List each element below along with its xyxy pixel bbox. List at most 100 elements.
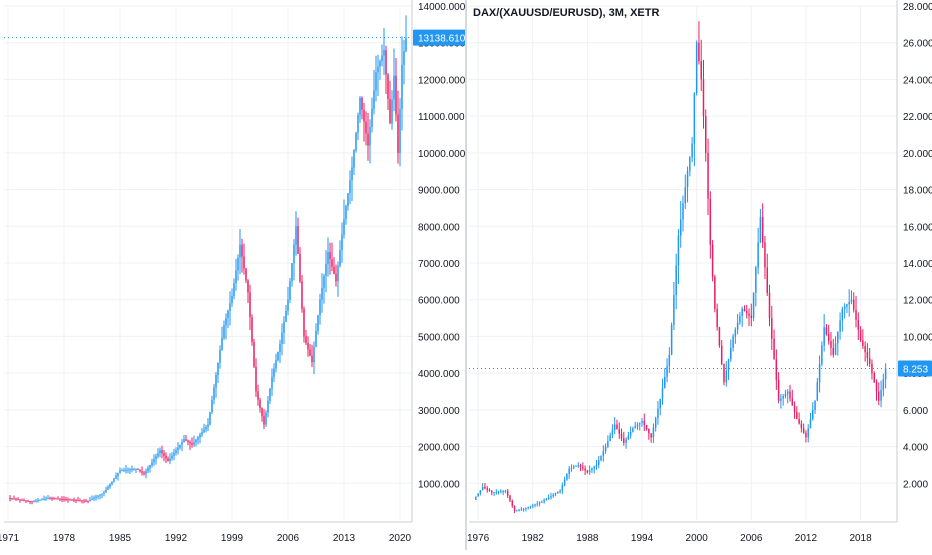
candles-group: [9, 15, 407, 505]
candle-body: [481, 486, 484, 491]
y-tick-label: 26.000: [903, 39, 932, 50]
candle-body: [841, 308, 844, 321]
candle-body: [205, 427, 207, 430]
candle-body: [709, 198, 712, 245]
candle-body: [780, 398, 782, 401]
candle-body: [219, 350, 221, 363]
candle-body: [752, 292, 755, 319]
candle-body: [399, 108, 401, 153]
candle-body: [561, 485, 564, 491]
candle-body: [814, 400, 816, 410]
candle-body: [9, 497, 11, 499]
candle-body: [261, 408, 263, 417]
candle-body: [823, 327, 825, 346]
candle-body: [668, 354, 671, 366]
candle-body: [283, 321, 285, 333]
left-chart-pane[interactable]: 1000.000 2000.000 3000.000 4000.000 5000.000…: [0, 0, 466, 550]
candle-body: [389, 99, 391, 124]
candle-body: [652, 427, 655, 438]
candle-body: [353, 150, 355, 168]
candle-body: [387, 74, 389, 100]
candle-body: [377, 66, 379, 73]
candle-body: [55, 498, 57, 500]
candle-body: [297, 226, 299, 254]
y-tick-label: 8000.000: [418, 222, 460, 233]
candle-body: [33, 501, 35, 503]
candle-body: [337, 265, 339, 282]
candle-body: [497, 491, 500, 493]
candle-body: [269, 388, 271, 401]
candle-body: [538, 502, 541, 504]
candle-body: [61, 498, 63, 500]
right-chart-pane[interactable]: 2.0004.0006.0008.00010.00012.00014.00016…: [467, 0, 932, 550]
candle-body: [598, 460, 600, 465]
candle-body: [211, 399, 213, 413]
candle-body: [395, 75, 397, 115]
candle-body: [21, 499, 23, 501]
candle-body: [882, 379, 885, 390]
candle-body: [522, 508, 525, 510]
candle-body: [506, 490, 509, 496]
candle-body: [111, 481, 113, 485]
candle-body: [609, 435, 611, 442]
dax-price-chart[interactable]: 1000.000 2000.000 3000.000 4000.000 5000.000…: [0, 0, 466, 550]
pane-divider[interactable]: [465, 0, 467, 550]
candle-body: [223, 325, 225, 338]
candle-body: [35, 500, 37, 502]
candle-body: [743, 308, 746, 312]
candle-body: [329, 251, 331, 260]
candle-body: [147, 468, 149, 472]
candle-body: [802, 428, 805, 433]
candle-body: [191, 443, 193, 445]
dax-gold-ratio-chart[interactable]: 2.0004.0006.0008.00010.00012.00014.00016…: [467, 0, 932, 550]
candle-body: [91, 498, 93, 500]
y-tick-label: 14000.000: [418, 2, 466, 13]
candle-body: [25, 500, 27, 502]
candle-body: [830, 341, 832, 348]
candle-body: [177, 447, 179, 451]
candle-body: [131, 469, 133, 471]
candle-body: [165, 455, 167, 459]
x-tick-label: 2006: [277, 533, 300, 544]
candle-body: [27, 500, 29, 502]
candle-body: [884, 368, 887, 380]
x-tick-label: 2000: [686, 533, 709, 544]
candle-body: [720, 345, 723, 364]
candle-body: [195, 439, 197, 443]
candle-body: [43, 498, 45, 500]
candle-body: [157, 453, 159, 457]
candle-body: [504, 490, 507, 492]
candle-body: [679, 219, 682, 236]
candle-body: [39, 499, 41, 501]
candle-body: [834, 343, 837, 355]
candle-body: [169, 458, 171, 462]
candle-body: [11, 498, 13, 500]
candle-body: [477, 493, 479, 497]
candle-body: [79, 500, 81, 502]
candle-body: [313, 346, 315, 363]
candle-body: [15, 498, 17, 500]
candle-body: [217, 362, 219, 375]
candle-body: [777, 380, 780, 401]
candle-body: [349, 180, 351, 194]
candle-body: [229, 303, 231, 311]
x-tick-label: 2013: [333, 533, 356, 544]
candle-body: [873, 373, 875, 383]
candle-body: [167, 458, 169, 462]
last-price-label: 13138.610: [418, 34, 466, 45]
candle-body: [516, 510, 518, 512]
candle-body: [369, 127, 371, 146]
candle-body: [335, 274, 337, 282]
candle-body: [541, 501, 543, 503]
candle-body: [233, 283, 235, 297]
candle-body: [695, 42, 698, 94]
candle-body: [529, 506, 532, 508]
candle-body: [279, 343, 281, 353]
candle-body: [295, 226, 297, 245]
candle-body: [171, 455, 173, 459]
candle-body: [666, 365, 668, 377]
y-tick-label: 24.000: [903, 75, 932, 86]
y-tick-label: 10000.000: [418, 149, 466, 160]
candle-body: [345, 206, 347, 219]
candle-body: [235, 270, 237, 284]
